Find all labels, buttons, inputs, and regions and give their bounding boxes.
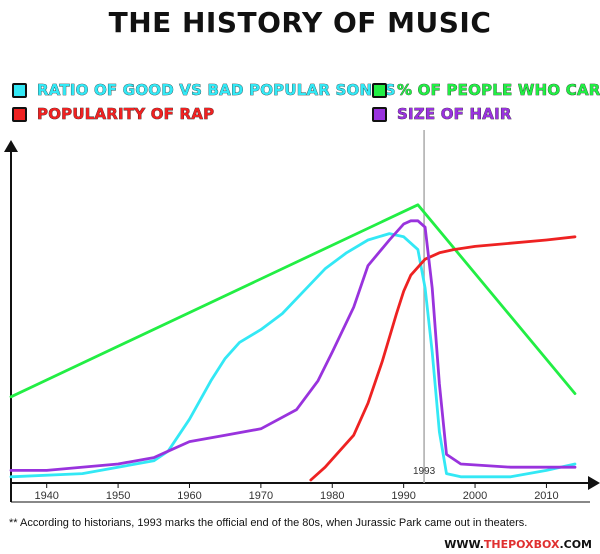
y-axis-arrow <box>4 140 18 152</box>
x-tick-label-1990: 1990 <box>391 490 415 502</box>
series-line-hair <box>9 219 577 472</box>
x-tick-label-2000: 2000 <box>463 490 487 502</box>
watermark-prefix: WWW. <box>444 538 484 551</box>
watermark: WWW.THEPOXBOX.COM <box>444 538 592 551</box>
series-line-rap <box>309 235 577 482</box>
watermark-brand: THEPOXBOX <box>483 538 560 551</box>
legend-item-care: % OF PEOPLE WHO CARE <box>372 80 600 100</box>
legend-item-rap: POPULARITY OF RAP <box>12 104 214 124</box>
legend-label-hair: SIZE OF HAIR <box>397 105 512 124</box>
x-tick-label-1950: 1950 <box>106 490 130 502</box>
x-tick-group: 1940 1950 1960 1970 1980 1990 2000 2010 <box>34 483 559 502</box>
series-line-care <box>9 203 577 399</box>
legend-label-good-songs: RATIO OF GOOD VS BAD POPULAR SONGS <box>37 81 396 100</box>
annotation-label-1993: 1993 <box>413 466 436 477</box>
x-tick-label-1980: 1980 <box>320 490 344 502</box>
x-tick-label-1970: 1970 <box>249 490 273 502</box>
legend-label-care: % OF PEOPLE WHO CARE <box>397 81 600 100</box>
chart-title: THE HISTORY OF MUSIC <box>108 6 492 39</box>
x-tick-label-2010: 2010 <box>534 490 558 502</box>
x-tick-label-1960: 1960 <box>177 490 201 502</box>
legend-label-rap: POPULARITY OF RAP <box>37 105 215 124</box>
x-axis-arrow <box>588 476 600 490</box>
legend-swatch-good-songs <box>12 82 27 98</box>
x-tick-label-1940: 1940 <box>34 490 58 502</box>
legend-item-good-songs: RATIO OF GOOD VS BAD POPULAR SONGS <box>12 80 396 100</box>
series-line-good-songs <box>9 232 577 479</box>
legend-item-hair: SIZE OF HAIR <box>372 104 512 124</box>
legend-swatch-hair <box>372 106 387 122</box>
legend-swatch-care <box>372 82 387 98</box>
series-group <box>9 203 577 482</box>
chart-axes <box>4 140 600 503</box>
legend-swatch-rap <box>12 106 27 122</box>
footnote: ** According to historians, 1993 marks t… <box>9 517 528 529</box>
annotation-group: 1993 <box>413 130 436 483</box>
watermark-suffix: .COM <box>559 538 592 551</box>
